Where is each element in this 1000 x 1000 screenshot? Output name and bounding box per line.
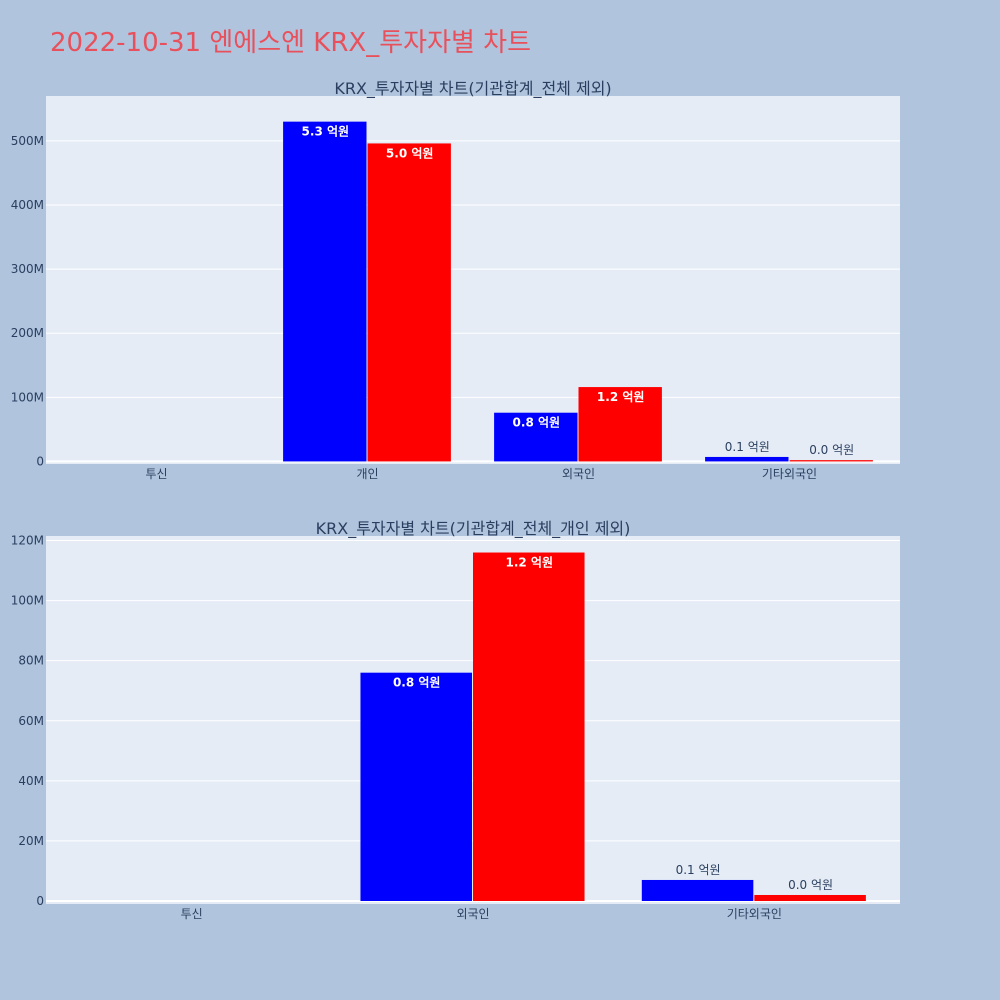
- data-label: 1.2 억원: [506, 556, 554, 570]
- chart-1: 0 100M 200M 300M 400M 500M KRX_투자자별 차트(기관합계_전체…: [11, 79, 900, 481]
- bar: [789, 460, 873, 462]
- bar: [360, 672, 472, 901]
- data-label: 0.8 억원: [393, 676, 441, 690]
- x-tick-label: 투신: [181, 907, 203, 921]
- y-tick-label: 120M: [11, 534, 44, 548]
- data-label: 0.1 억원: [725, 440, 770, 454]
- chart-title: KRX_투자자별 차트(기관합계_전체_개인 제외): [316, 519, 631, 539]
- page-title: 2022-10-31 엔에스엔 KRX_투자자별 차트: [50, 28, 532, 58]
- y-tick-label: 40M: [18, 774, 44, 788]
- x-tick-label: 투신: [145, 467, 167, 481]
- y-tick-label: 100M: [11, 594, 44, 608]
- bar: [705, 456, 789, 462]
- y-tick-label: 80M: [18, 654, 44, 668]
- y-tick-label: 20M: [18, 834, 44, 848]
- y-tick-label: 100M: [11, 390, 44, 404]
- chart-title: KRX_투자자별 차트(기관합계_전체 제외): [334, 79, 611, 99]
- x-tick-label: 외국인: [562, 467, 595, 481]
- x-tick-label: 외국인: [456, 907, 489, 921]
- data-label: 0.1 억원: [676, 863, 721, 877]
- y-tick-label: 0: [36, 894, 44, 908]
- bar: [367, 143, 451, 462]
- y-tick-label: 0: [36, 454, 44, 468]
- bar: [578, 387, 662, 462]
- y-tick-label: 60M: [18, 714, 44, 728]
- x-tick-label: 기타외국인: [727, 907, 782, 921]
- bar: [754, 894, 866, 901]
- chart-2: 0 20M 40M 60M 80M 100M 120M KRX_투자자별 차트(기관합계_전체…: [11, 519, 900, 921]
- data-label: 5.3 억원: [302, 125, 350, 139]
- bar: [641, 879, 754, 901]
- bar: [283, 121, 367, 462]
- bar: [494, 412, 578, 462]
- bar: [473, 552, 585, 901]
- y-tick-label: 400M: [11, 198, 44, 212]
- plot-area: [46, 96, 900, 464]
- y-tick-label: 200M: [11, 326, 44, 340]
- data-label: 0.0 억원: [809, 443, 854, 457]
- data-label: 0.0 억원: [788, 878, 833, 892]
- y-tick-label: 300M: [11, 262, 44, 276]
- data-label: 1.2 억원: [597, 390, 645, 404]
- x-tick-label: 기타외국인: [762, 467, 817, 481]
- y-tick-label: 500M: [11, 134, 44, 148]
- data-label: 0.8 억원: [513, 416, 561, 430]
- x-tick-label: 개인: [356, 467, 378, 481]
- data-label: 5.0 억원: [386, 146, 434, 160]
